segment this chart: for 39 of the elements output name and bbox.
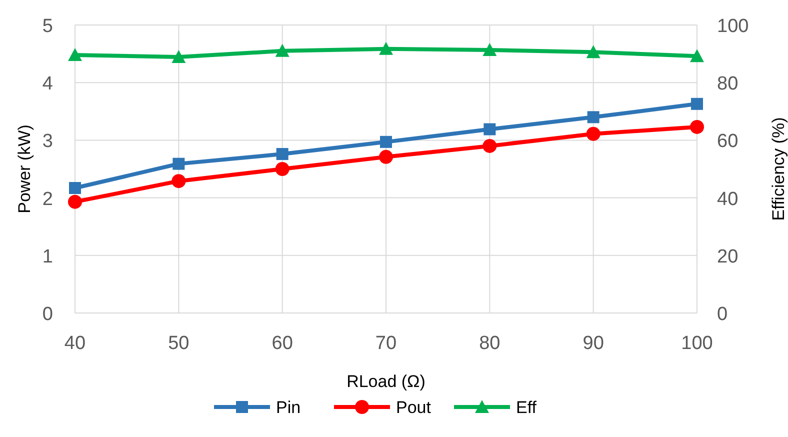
- point: [484, 123, 496, 136]
- point: [276, 148, 288, 160]
- legend-label: Eff: [516, 398, 537, 417]
- point: [380, 136, 392, 148]
- point: [172, 158, 185, 170]
- x-tick-label: 80: [479, 333, 500, 354]
- x-tick-label: 50: [168, 333, 190, 354]
- y-tick-label: 1: [42, 246, 53, 268]
- y2-tick-label: 20: [717, 246, 738, 268]
- y2-tick-label: 60: [717, 131, 738, 152]
- y-tick-label: 2: [42, 188, 53, 210]
- y-tick-label: 3: [42, 131, 53, 152]
- y2-tick-label: 80: [717, 74, 738, 95]
- x-axis-title: RLoad (Ω): [346, 372, 426, 391]
- point: [275, 162, 290, 176]
- y2-axis-title: Efficiency (%): [769, 117, 788, 221]
- x-tick-label: 70: [375, 333, 397, 354]
- y-axis-title: Power (kW): [15, 124, 34, 214]
- point: [587, 111, 600, 124]
- point: [68, 194, 82, 209]
- point: [172, 174, 186, 188]
- point: [379, 150, 393, 164]
- x-tick-label: 100: [681, 333, 713, 354]
- y2-tick-label: 0: [717, 304, 728, 325]
- y-tick-label: 0: [42, 304, 53, 325]
- y2-tick-label: 40: [717, 188, 738, 210]
- legend-label: Pin: [276, 398, 301, 417]
- x-tick-label: 40: [64, 333, 86, 354]
- x-tick-label: 60: [272, 333, 293, 354]
- point: [690, 120, 704, 134]
- point: [69, 182, 81, 194]
- y2-tick-label: 100: [717, 16, 749, 37]
- legend-label: Pout: [396, 398, 432, 417]
- point: [691, 98, 703, 110]
- y-tick-label: 4: [42, 74, 54, 95]
- point: [482, 138, 497, 153]
- point: [586, 126, 600, 141]
- y-tick-label: 5: [42, 16, 53, 37]
- x-tick-label: 90: [582, 333, 604, 354]
